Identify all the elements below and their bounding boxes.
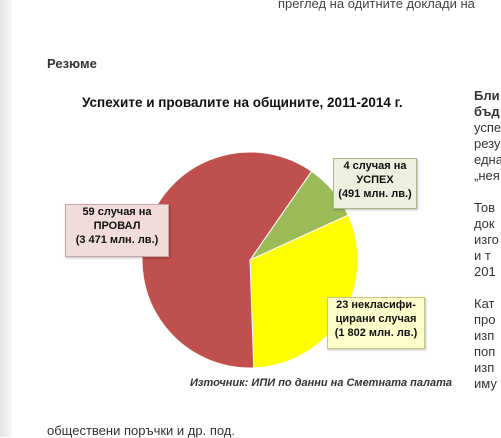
right-column-line: 201 bbox=[474, 264, 496, 279]
label-fail-line3: (3 471 млн. лв.) bbox=[75, 234, 159, 246]
label-success-line1: 4 случая на bbox=[343, 160, 407, 172]
label-success-line2: УСПЕХ bbox=[356, 174, 394, 186]
label-unclassified-line3: (1 802 млн. лв.) bbox=[334, 327, 418, 339]
label-fail-line2: ПРОВАЛ bbox=[93, 220, 141, 232]
right-column-line: и т bbox=[474, 248, 491, 263]
right-column-line: Бли bbox=[474, 88, 500, 103]
top-text-line: преглед на одитните доклади на bbox=[278, 0, 475, 11]
right-column-line: изп bbox=[474, 360, 495, 375]
right-column-line: „нея bbox=[474, 168, 500, 183]
label-success-line3: (491 млн. лв.) bbox=[338, 188, 412, 200]
label-unclassified-line2: цирани случая bbox=[335, 313, 417, 325]
right-column-line: про bbox=[474, 312, 496, 327]
right-column-line: бъд bbox=[474, 104, 500, 119]
right-column-line: поп bbox=[474, 344, 496, 359]
label-fail: 59 случая на ПРОВАЛ (3 471 млн. лв.) bbox=[65, 204, 169, 257]
right-column-line: Кат bbox=[474, 296, 495, 311]
chart-source: Източник: ИПИ по данни на Сметната палат… bbox=[190, 377, 453, 389]
right-column-line: иму bbox=[474, 376, 497, 391]
right-column-line bbox=[474, 184, 501, 200]
right-text-column: Бли бъд успе резу една „нея Тов док изго и т 201 Ка… bbox=[474, 88, 501, 392]
label-unclassified-line1: 23 некласифи- bbox=[336, 299, 416, 311]
right-column-line: успе bbox=[474, 120, 501, 135]
chart-title: Успехите и провалите на общините, 2011-2… bbox=[82, 95, 403, 110]
right-column-line: една bbox=[474, 152, 501, 167]
right-column-line: док bbox=[474, 216, 495, 231]
left-page-border bbox=[0, 0, 12, 437]
label-success: 4 случая на УСПЕХ (491 млн. лв.) bbox=[333, 158, 417, 209]
right-column-line: изп bbox=[474, 328, 495, 343]
right-column-line: резу bbox=[474, 136, 501, 151]
right-column-line bbox=[474, 280, 501, 296]
label-unclassified: 23 некласифи- цирани случая (1 802 млн. … bbox=[327, 297, 425, 349]
bottom-text-line: обществени поръчки и др. под. bbox=[47, 423, 236, 438]
section-heading: Резюме bbox=[47, 56, 97, 71]
right-column-line: изго bbox=[474, 232, 499, 247]
right-column-line: Тов bbox=[474, 200, 496, 215]
label-fail-line1: 59 случая на bbox=[82, 206, 152, 218]
